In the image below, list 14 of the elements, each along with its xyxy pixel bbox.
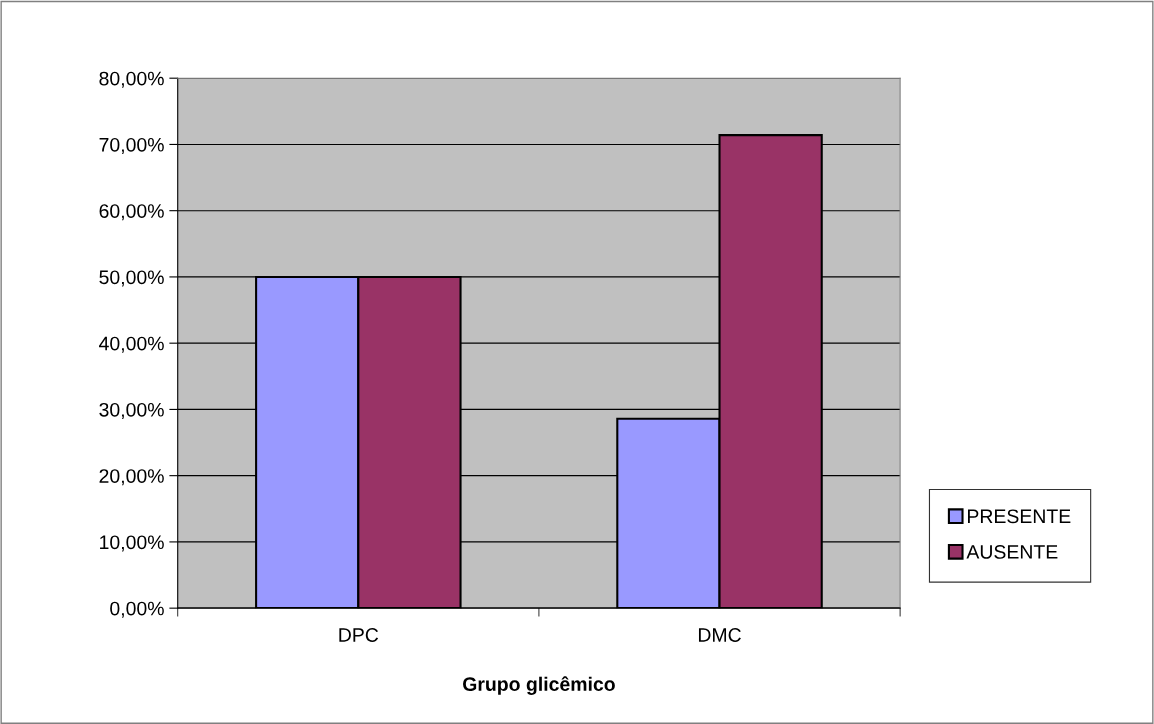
y-tick-label: 10,00% bbox=[100, 535, 164, 552]
x-tick-label: DPC bbox=[339, 628, 379, 642]
y-tick-label: 60,00% bbox=[99, 204, 164, 221]
y-tick-label: 30,00% bbox=[99, 402, 164, 419]
y-tick-label: 0,00% bbox=[110, 601, 164, 618]
y-tick-label: 20,00% bbox=[99, 469, 164, 486]
y-tick-label: 40,00% bbox=[99, 336, 164, 353]
y-tick-label: 50,00% bbox=[99, 270, 164, 287]
x-tick-label: DMC bbox=[698, 628, 741, 642]
legend-label: PRESENTE bbox=[968, 509, 1071, 524]
y-tick-label: 70,00% bbox=[99, 137, 164, 154]
x-axis-title: Grupo glicêmico bbox=[463, 676, 615, 695]
legend-label: AUSENTE bbox=[966, 545, 1058, 559]
y-tick-label: 80,00% bbox=[99, 71, 164, 88]
